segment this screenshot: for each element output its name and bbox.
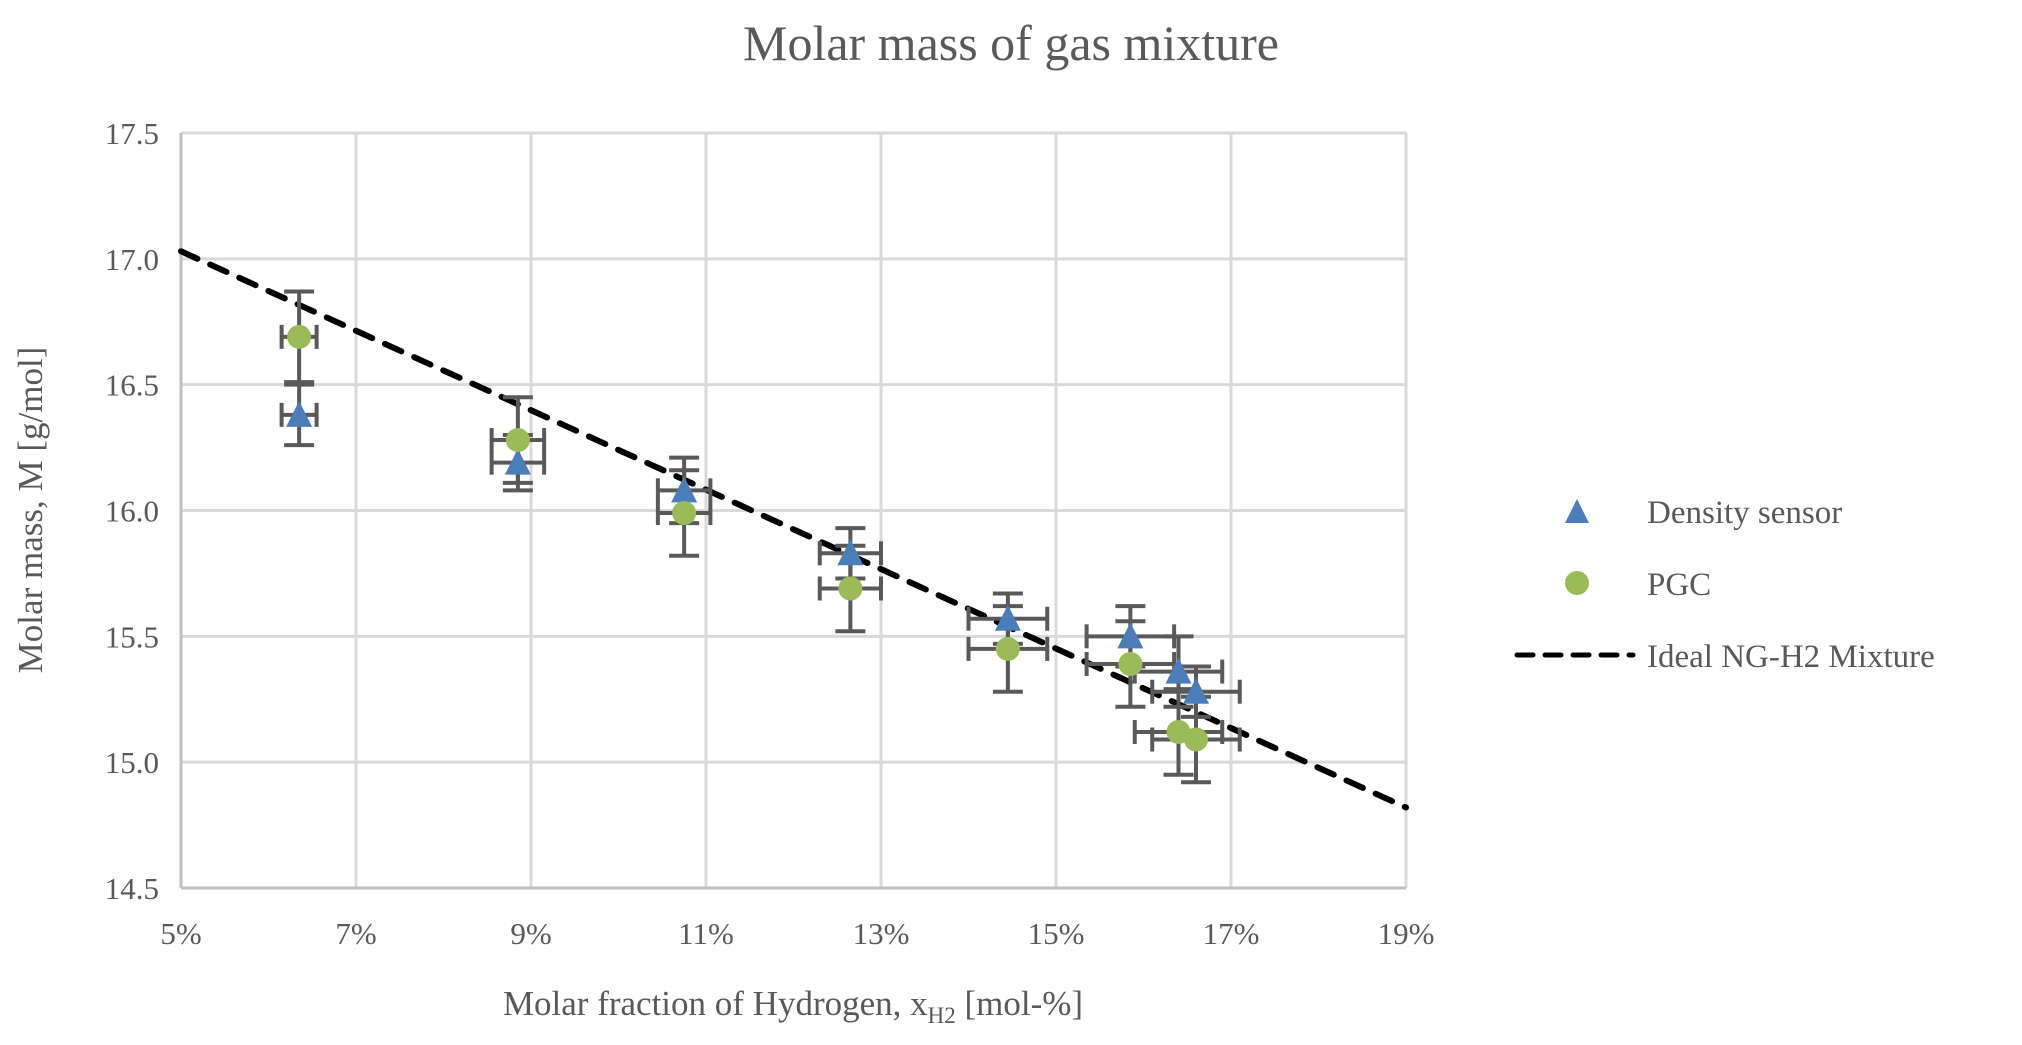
pgc-point [505, 428, 530, 453]
axes: 5% 7% 9% 11% 13% 15% 17% 19% 14.5 15.0 15.5 16.0 16.… [105, 116, 1435, 951]
x-tick-label: 19% [1378, 916, 1435, 951]
x-tick-label: 5% [160, 916, 201, 951]
density-sensor-point [1165, 657, 1192, 684]
x-axis-label-suffix: [mol-%] [956, 984, 1083, 1023]
density-sensor-point [1117, 622, 1144, 649]
density-sensor-point [1183, 677, 1209, 704]
grid [181, 131, 1408, 888]
chart-title: Molar mass of gas mixture [743, 15, 1279, 71]
density-sensor-point [994, 604, 1021, 631]
legend-label-density: Density sensor [1647, 495, 1842, 531]
legend-label-pgc: PGC [1647, 567, 1711, 603]
x-axis-label-main: Molar fraction of Hydrogen, x [503, 984, 928, 1023]
density-sensor-point [286, 400, 313, 427]
pgc-point [1184, 727, 1208, 752]
y-tick-label: 16.0 [105, 494, 159, 529]
ideal-mixture-line [178, 248, 1409, 811]
density-sensor-point [504, 448, 531, 475]
x-axis-label: Molar fraction of Hydrogen, xH2 [mol-%] [503, 984, 1083, 1028]
pgc-point [672, 501, 697, 526]
pgc-point [287, 324, 312, 349]
x-tick-label: 9% [510, 916, 551, 951]
y-tick-label: 16.5 [105, 368, 159, 403]
pgc-point [838, 576, 863, 601]
legend-triangle-icon [1565, 499, 1589, 523]
y-tick-label: 17.0 [105, 242, 159, 277]
x-axis-label-subscript: H2 [928, 1003, 956, 1028]
y-tick-label: 15.0 [105, 745, 159, 780]
pgc-point [1118, 652, 1143, 677]
y-tick-label: 15.5 [105, 619, 159, 654]
x-tick-label: 7% [335, 916, 376, 951]
pgc-point [995, 636, 1020, 661]
y-tick-label: 14.5 [105, 871, 159, 906]
legend-label-ideal: Ideal NG-H2 Mixture [1647, 639, 1935, 675]
y-axis-label: Molar mass, M [g/mol] [11, 347, 50, 674]
x-tick-label: 13% [853, 916, 910, 951]
legend-circle-icon [1565, 571, 1589, 595]
x-tick-label: 15% [1028, 916, 1085, 951]
density-sensor-point [837, 539, 864, 566]
y-tick-label: 17.5 [105, 116, 159, 151]
series-layer [178, 248, 1409, 811]
legend: Density sensor PGC Ideal NG-H2 Mixture [1514, 495, 1935, 675]
x-tick-label: 11% [678, 916, 734, 951]
density-sensor-point [671, 476, 698, 503]
x-tick-label: 17% [1203, 916, 1260, 951]
